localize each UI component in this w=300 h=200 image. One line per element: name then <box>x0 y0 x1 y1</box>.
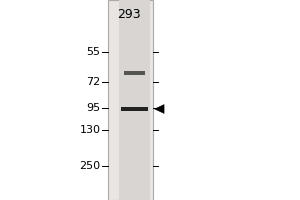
Text: 55: 55 <box>86 47 100 57</box>
Text: 293: 293 <box>117 8 141 21</box>
Text: 130: 130 <box>80 125 100 135</box>
Bar <box>118 0 150 200</box>
Text: 95: 95 <box>86 103 100 113</box>
Bar <box>121 107 148 111</box>
Bar <box>108 0 153 200</box>
Bar <box>124 71 145 75</box>
Text: 72: 72 <box>86 77 100 87</box>
Polygon shape <box>154 105 164 113</box>
Text: 250: 250 <box>80 161 100 171</box>
